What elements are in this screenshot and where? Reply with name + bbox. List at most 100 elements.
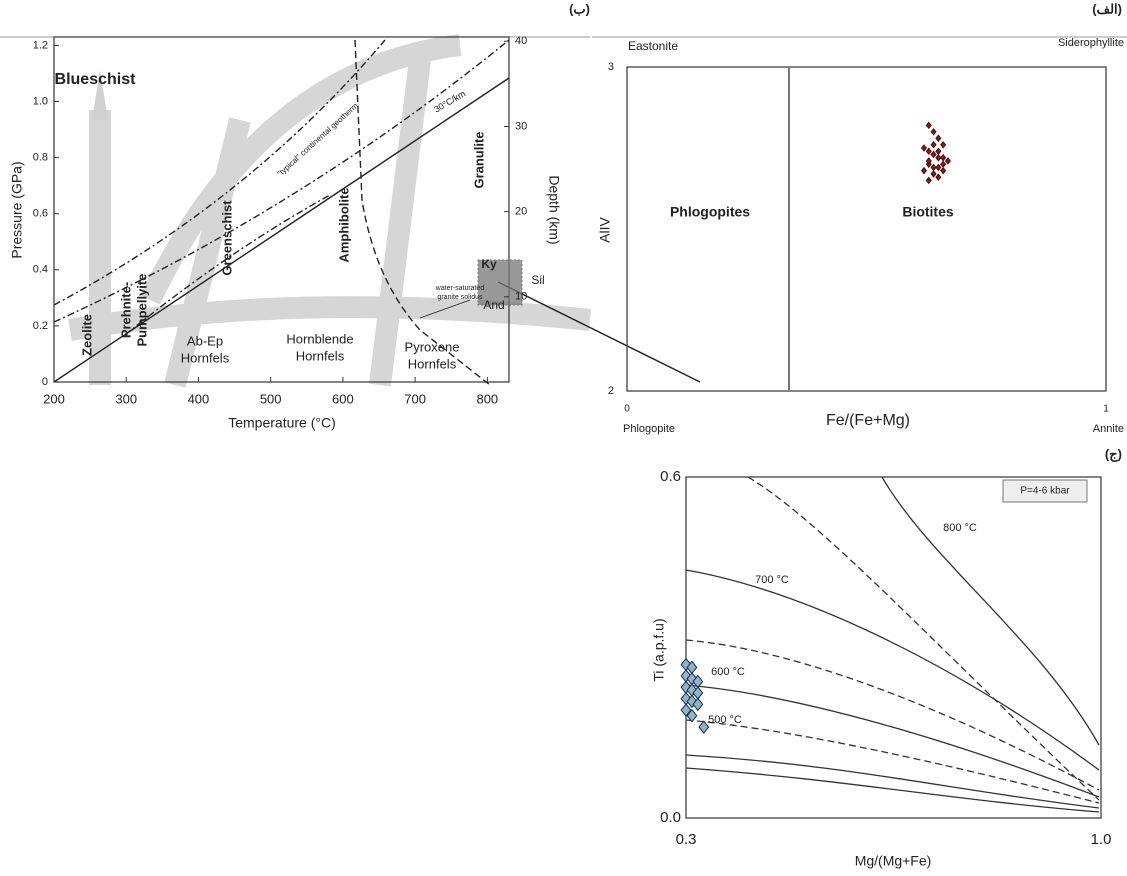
y2-tick-label: 30 (515, 120, 527, 132)
y-tick-label: 0.6 (660, 468, 681, 485)
boundary (497, 281, 701, 383)
data-point (930, 163, 937, 172)
annotation: Siderophyllite (1058, 37, 1124, 49)
data-point (925, 147, 932, 156)
y-tick-label: 0 (42, 376, 48, 388)
leader (419, 299, 471, 319)
annotation: Zeolite (79, 314, 94, 356)
annotation: Greenschist (219, 200, 234, 276)
isotherm (685, 569, 1100, 771)
x-tick-label: 1 (1103, 404, 1109, 415)
isotherm (881, 476, 1100, 746)
annotation: And (483, 298, 504, 312)
data-point (920, 144, 928, 152)
x-tick-label: 200 (43, 391, 65, 406)
annotation: 600 °C (711, 666, 745, 678)
annotation: water-saturated (435, 285, 485, 292)
x-tick-label: 600 (332, 391, 354, 406)
panel-label: (ج) (1105, 446, 1122, 462)
triple-point (477, 259, 523, 306)
data-point (940, 153, 947, 162)
data-point (935, 153, 942, 162)
annotation: granite solidus (437, 294, 483, 301)
x-tick-label: 800 (476, 391, 498, 406)
isotherm (685, 684, 1100, 798)
data-point (935, 134, 942, 143)
y-tick-label: 1.0 (33, 95, 48, 107)
annotation: Biotites (902, 204, 954, 220)
y-tick-label: 2 (608, 385, 614, 397)
annotation: Amphibolite (336, 187, 351, 262)
facies-lines (53, 39, 701, 386)
annotation: Pyroxene (405, 339, 460, 354)
panel-label: (الف) (1092, 1, 1122, 16)
annotation: Eastonite (628, 39, 678, 53)
data-point (940, 166, 947, 175)
plot-frame (53, 36, 510, 383)
data-point (698, 720, 710, 734)
data-point (930, 150, 937, 159)
data-point (944, 157, 951, 165)
data-point (930, 170, 937, 178)
x-tick-label: 0.3 (676, 831, 697, 848)
annotation: P=4-6 kbar (1020, 486, 1070, 497)
data-point (935, 173, 942, 181)
annotation: 800 °C (943, 522, 977, 534)
annotation: Sil (531, 273, 544, 287)
annotation: Hornfels (408, 356, 457, 371)
data-point (686, 694, 698, 709)
annotation: Phlogopites (670, 204, 750, 220)
plot-frame (626, 66, 1107, 392)
annotation: 700 °C (755, 574, 789, 586)
data-point (935, 147, 942, 156)
legend-box (1002, 479, 1088, 503)
isotherm (685, 719, 1100, 804)
y-tick-label: 1.2 (33, 39, 48, 51)
data-point (930, 127, 937, 136)
geotherm (124, 194, 331, 336)
data-point (686, 708, 698, 723)
arrow (369, 58, 431, 387)
x-tick-label: 1.0 (1091, 831, 1112, 848)
y-axis-label: Pressure (GPa) (9, 161, 25, 258)
x-tick-label: 500 (260, 391, 282, 406)
geotherm (53, 39, 386, 306)
data-point (940, 140, 947, 149)
data-point (940, 160, 947, 169)
y-tick-label: 0.0 (660, 809, 681, 826)
y2-tick-label: 10 (515, 291, 527, 303)
y-tick-label: 0.4 (33, 264, 48, 276)
y2-axis-label: Depth (km) (546, 175, 562, 244)
data-point (692, 697, 704, 712)
panel-label: (ب) (569, 1, 590, 16)
annotation: Pumpellyite (134, 274, 149, 347)
y2-tick-label: 20 (515, 206, 527, 218)
annotation: 500 °C (708, 714, 742, 726)
annotation: Hornfels (181, 350, 230, 365)
y-tick-label: 0.8 (33, 152, 48, 164)
x-axis-label: Temperature (°C) (228, 415, 336, 431)
plot-frame (685, 476, 1102, 819)
annotation: Granulite (471, 131, 486, 188)
y-axis-label: Ti (a.p.f.u) (651, 618, 667, 681)
data-point (925, 157, 932, 165)
x-axis-label: Fe/(Fe+Mg) (826, 412, 910, 429)
arrow (68, 296, 592, 341)
data-point (680, 703, 692, 717)
annotation: Ky (481, 257, 497, 271)
annotation: Ab-Ep (187, 333, 223, 348)
annotation: Phlogopite (623, 423, 675, 435)
y-tick-label: 0.2 (33, 320, 48, 332)
y-axis-label: AlIV (597, 217, 613, 243)
facies-arrows (68, 34, 592, 388)
x-tick-label: 700 (404, 391, 426, 406)
data-point (935, 163, 942, 172)
isotherm (747, 476, 1100, 801)
y-tick-label: 0.6 (33, 208, 48, 220)
annotation: Hornblende (286, 331, 353, 346)
x-tick-label: 300 (115, 391, 137, 406)
annotation: Hornfels (296, 348, 345, 363)
isotherm (685, 767, 1100, 813)
data-point (920, 166, 928, 175)
